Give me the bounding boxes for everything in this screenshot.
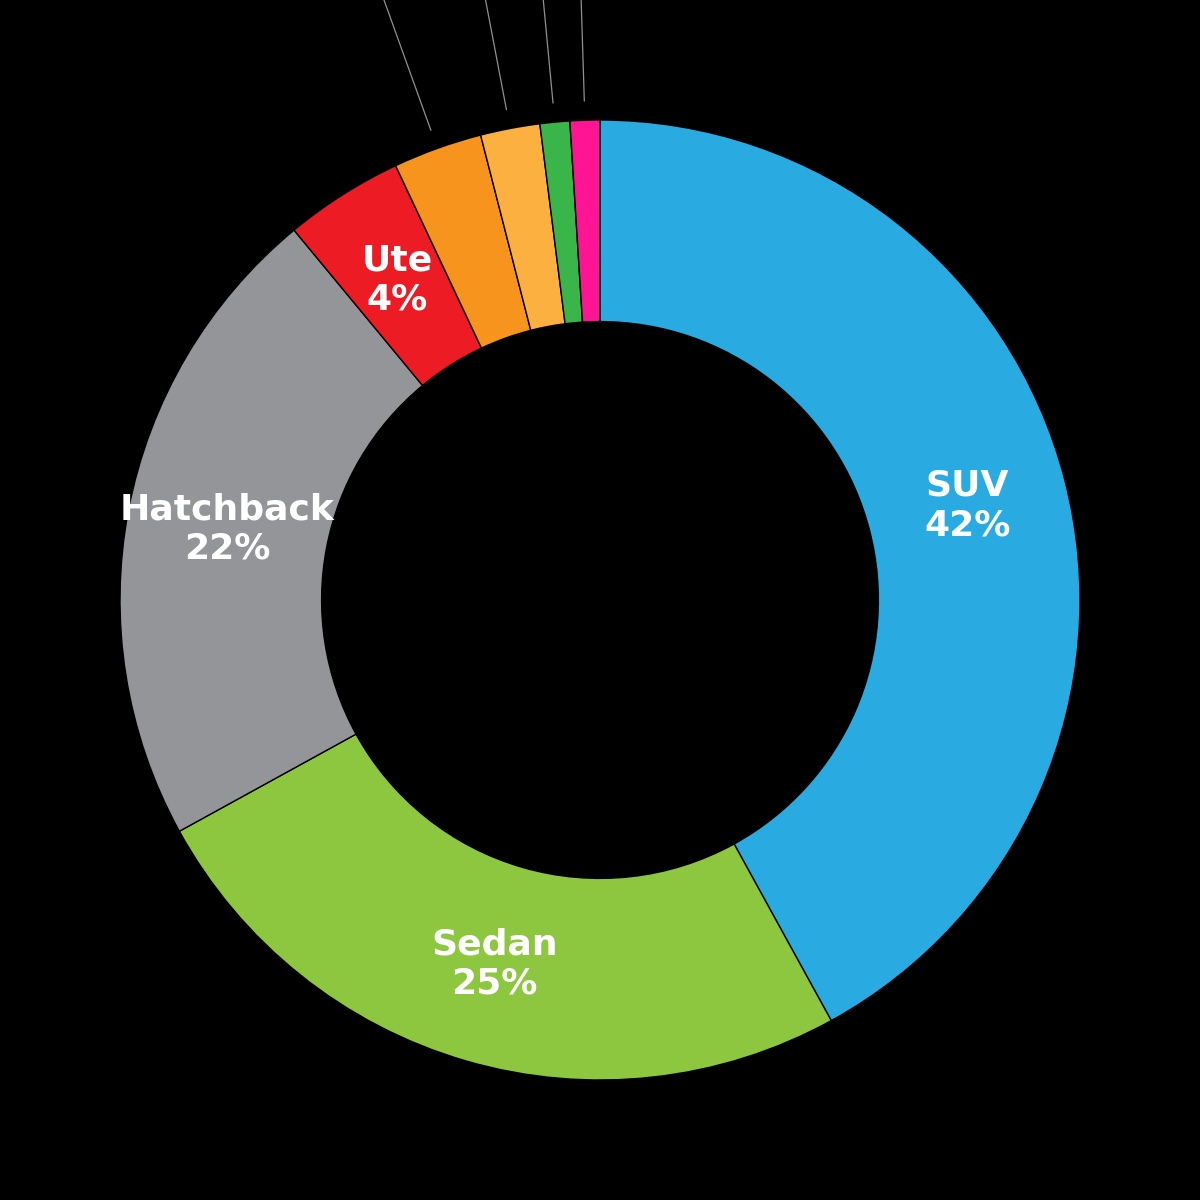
Wedge shape: [600, 120, 1080, 1021]
Wedge shape: [396, 136, 530, 348]
Text: Hatchback
22%: Hatchback 22%: [120, 492, 335, 565]
Wedge shape: [294, 166, 481, 385]
Wedge shape: [120, 230, 422, 832]
Text: Sedan
25%: Sedan 25%: [431, 928, 558, 1001]
Text: SUV
42%: SUV 42%: [924, 469, 1010, 542]
Wedge shape: [540, 121, 582, 324]
Text: Ute
4%: Ute 4%: [361, 244, 432, 317]
Wedge shape: [570, 120, 600, 322]
Wedge shape: [179, 734, 832, 1080]
Wedge shape: [481, 124, 565, 330]
